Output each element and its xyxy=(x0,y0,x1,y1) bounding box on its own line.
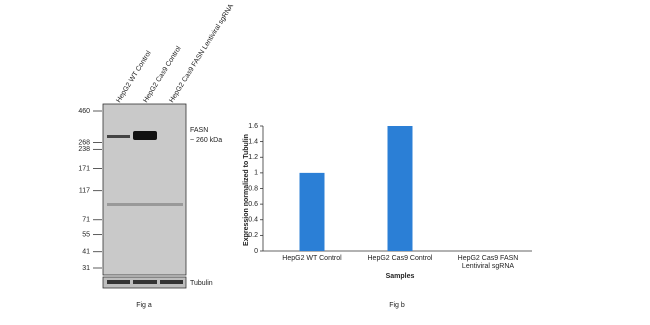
fasn-band xyxy=(133,131,157,140)
bar xyxy=(299,172,325,251)
caption: Fig b xyxy=(389,302,405,309)
fasn-band xyxy=(107,135,130,138)
y-tick-label: 1 xyxy=(254,170,258,177)
bar xyxy=(387,126,413,251)
marker-label: 268 xyxy=(78,139,90,146)
y-tick-label: 1.4 xyxy=(248,138,258,145)
background-band xyxy=(107,203,183,206)
y-tick-label: 0.6 xyxy=(248,201,258,208)
y-tick-label: 0 xyxy=(254,248,258,255)
caption: Fig a xyxy=(136,302,152,309)
y-axis-label: Expression normalized to Tubulin xyxy=(243,134,250,246)
y-tick-label: 0.8 xyxy=(248,185,258,192)
band-label: FASN xyxy=(190,127,208,134)
y-tick-label: 0.2 xyxy=(248,232,258,239)
tubulin-band xyxy=(160,280,183,284)
marker-label: 71 xyxy=(82,217,90,224)
y-tick-label: 0.4 xyxy=(248,217,258,224)
marker-label: 55 xyxy=(82,231,90,238)
x-tick-label: HepG2 WT Control xyxy=(282,255,342,262)
marker-label: 41 xyxy=(82,249,90,256)
marker-label: 171 xyxy=(78,165,90,172)
x-axis-label: Samples xyxy=(386,273,415,280)
y-tick-label: 1.6 xyxy=(248,123,258,130)
marker-label: 460 xyxy=(78,108,90,115)
marker-label: 117 xyxy=(79,188,90,195)
x-tick-label: HepG2 Cas9 FASN Lentiviral sgRNA xyxy=(457,255,519,270)
marker-label: 31 xyxy=(82,265,90,272)
tubulin-band xyxy=(133,280,157,284)
marker-label: 238 xyxy=(78,146,90,153)
x-tick-label: HepG2 Cas9 Control xyxy=(367,255,433,262)
blot-membrane xyxy=(102,103,187,276)
y-tick-label: 1.2 xyxy=(248,154,258,161)
loading-label: Tubulin xyxy=(190,280,213,287)
tubulin-band xyxy=(107,280,130,284)
band-size: ~ 260 kDa xyxy=(190,137,222,144)
